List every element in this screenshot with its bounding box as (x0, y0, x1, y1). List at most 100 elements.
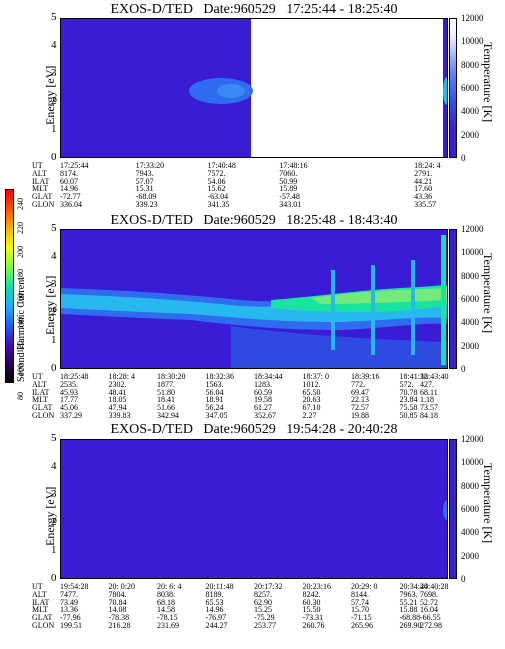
table-cell-mlt: 13.36 (60, 605, 78, 615)
panel3-temp-tick: 4000 (461, 527, 479, 538)
table-cell-alt: 8144. (351, 589, 369, 599)
table-cell-ut: 18:30:20 (157, 372, 186, 381)
row-label-alt: ALT (32, 379, 47, 389)
table-cell-ilat: 68.11 (420, 387, 438, 397)
table-cell-alt: 7943. (135, 168, 154, 178)
table-cell-glat: -68.09 (135, 192, 157, 202)
harmonic-tick: 140 (16, 316, 25, 329)
table-cell-mlt: 15.89 (279, 184, 298, 194)
table-cell-ut: 20: 0:20 (108, 582, 135, 591)
panel2-spike-1 (331, 270, 335, 350)
table-cell-alt: 1563. (205, 379, 224, 389)
table-cell-glon: 336.04 (60, 200, 82, 209)
table-cell-ut: 18:24: 4 (414, 161, 441, 170)
panel1-svg (61, 19, 447, 157)
table-cell-alt: 8174. (60, 168, 78, 178)
table-cell-alt: 572. (399, 379, 414, 389)
table-cell-glon: 253.77 (254, 621, 276, 630)
table-cell-alt: 427. (420, 379, 434, 389)
table-cell-mlt: 15.62 (207, 184, 226, 194)
table-cell-ut: 18:41:32 (399, 372, 428, 381)
table-cell-ilat: 62.90 (254, 597, 272, 607)
table-cell-ilat: 57.74 (351, 597, 369, 607)
table-cell-glat: -77.96 (60, 613, 81, 623)
table-cell-ut: 19:54:28 (60, 582, 89, 591)
panel2-energy-tick: 1 (51, 334, 57, 346)
table-cell-ilat: 57.07 (135, 176, 154, 186)
panel2-temp-tick: 12000 (461, 224, 484, 234)
table-cell-ut: 20:40:28 (420, 582, 449, 591)
harmonic-tick: 200 (16, 245, 25, 258)
table-cell-alt: 8242. (302, 589, 321, 599)
table-cell-glat: -71.15 (351, 613, 372, 623)
table-cell-ilat: 70.78 (399, 387, 418, 397)
panel3-right-band (443, 500, 447, 520)
panel1-energy-tick: 0 (51, 151, 57, 163)
table-cell-alt: 8038. (157, 589, 175, 599)
row-label-alt: ALT (32, 168, 47, 178)
table-cell-ilat: 60.59 (254, 387, 272, 397)
panel2-spike-2 (371, 265, 375, 355)
table-cell-mlt: 15.70 (351, 605, 369, 615)
row-label-glon: GLON (32, 411, 55, 420)
table-cell-alt: 772. (351, 379, 365, 389)
table-cell-ilat: 55.21 (399, 597, 418, 607)
table-cell-alt: 7572. (207, 168, 226, 178)
table-cell-mlt: 15.25 (254, 605, 272, 615)
table-cell-ut: 18:25:48 (60, 372, 89, 381)
table-cell-ilat: 70.84 (108, 597, 127, 607)
panel1-orbit-table: UT 17:25:44 17:33:20 17:40:48 17:48:16 18:24:… (0, 162, 505, 212)
table-cell-glat: 45.06 (60, 403, 78, 413)
panel2-energy-tick: 2 (51, 306, 57, 318)
table-cell-glat: -75.29 (254, 613, 275, 623)
row-label-ut: UT (32, 161, 43, 170)
table-cell-ilat: 51.80 (157, 387, 175, 397)
table-cell-ilat: 60.30 (302, 597, 321, 607)
table-cell-glon: 335.57 (414, 200, 437, 209)
panel1-band-core (217, 84, 245, 98)
panel1-energy-tick: 4 (51, 39, 57, 51)
table-cell-alt: 1012. (302, 379, 321, 389)
table-cell-ilat: 45.93 (60, 387, 78, 397)
table-cell-mlt: 14.58 (157, 605, 175, 615)
row-label-mlt: MLT (32, 605, 49, 615)
table-cell-mlt: 22.13 (351, 395, 369, 405)
table-cell-glon: 347.05 (205, 411, 228, 420)
table-cell-glat: 67.10 (302, 403, 321, 413)
table-cell-mlt: 17.60 (414, 184, 433, 194)
panel2-low-energy-region (231, 326, 447, 368)
table-cell-ilat: 60.07 (60, 176, 78, 186)
table-cell-glon: 342.94 (157, 411, 179, 420)
panel3-title: EXOS-D/TED Date:960529 19:54:28 - 20:40:… (110, 422, 398, 437)
row-label-glat: GLAT (32, 403, 53, 413)
table-cell-glat: 56.24 (205, 403, 224, 413)
table-cell-mlt: 20.63 (302, 395, 321, 405)
harmonic-tick: 120 (16, 340, 25, 353)
panel2-energy-tick: 4 (51, 250, 57, 262)
table-cell-glat: -73.31 (302, 613, 324, 623)
panel2-temp-tick: 4000 (461, 317, 479, 328)
panel1-energy-tick: 2 (51, 95, 57, 107)
harmonic-tick: 160 (16, 293, 25, 305)
table-cell-glat: 61.27 (254, 403, 272, 413)
panel2-orbit-table: UT 18:25:48 18:28: 4 18:30:20 18:32:36 18:34:… (0, 373, 505, 423)
row-label-ilat: ILAT (32, 387, 50, 397)
panel2-energy-tick: 0 (51, 362, 57, 374)
table-cell-mlt: 18.05 (108, 395, 127, 405)
panel2-energy-tick: 5 (51, 222, 57, 234)
panel3-energy-tick: 3 (51, 488, 57, 500)
table-cell-glon: 352.67 (254, 411, 276, 420)
panel1-energy-tick: 5 (51, 11, 57, 23)
row-label-alt: ALT (32, 589, 47, 599)
table-cell-alt: 2535. (60, 379, 78, 389)
table-cell-alt: 7804. (108, 589, 127, 599)
table-cell-ilat: 65.53 (205, 597, 224, 607)
panel2-svg (61, 230, 447, 368)
panel2-temp-colorbar (449, 229, 457, 369)
table-cell-ut: 17:25:44 (60, 161, 89, 170)
table-cell-glon: 272.98 (420, 621, 442, 630)
table-cell-glon: 343.01 (279, 200, 302, 209)
panel2-spike-3 (411, 260, 415, 355)
panel1-data-gap (251, 19, 447, 157)
panel1-temp-tick: 6000 (461, 83, 479, 93)
